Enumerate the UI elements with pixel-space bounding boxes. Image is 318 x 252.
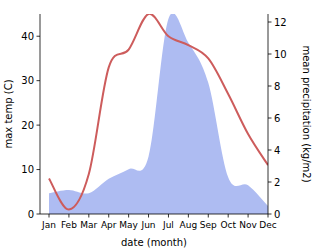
x-tick-label: Apr	[101, 220, 117, 230]
y2-tick-label: 8	[274, 81, 280, 92]
left-axis	[40, 14, 41, 214]
x-tick	[228, 214, 229, 218]
y-tick-label: 30	[21, 75, 34, 86]
y2-tick	[268, 214, 272, 215]
x-tick-label: Mar	[80, 220, 97, 230]
x-tick-label: Sep	[200, 220, 217, 230]
x-tick-label: Nov	[239, 220, 257, 230]
x-tick	[148, 214, 149, 218]
x-tick	[88, 214, 89, 218]
y-axis-label: max temp (C)	[3, 79, 14, 148]
x-axis-label: date (month)	[121, 237, 187, 248]
y-tick	[37, 80, 41, 81]
x-tick	[248, 214, 249, 218]
temp-line	[49, 14, 268, 210]
x-tick	[168, 214, 169, 218]
y2-tick-label: 12	[274, 17, 287, 28]
chart: 0 10 20 30 40 0 2 4 6 8 10 12 Jan FebMar AprMayJun Jul A…	[0, 0, 318, 252]
y-tick-label: 0	[28, 209, 34, 220]
y-tick	[37, 125, 41, 126]
x-tick	[68, 214, 69, 218]
y2-tick	[268, 54, 272, 55]
x-tick	[49, 214, 50, 218]
precip-area	[49, 14, 268, 214]
y2-tick-label: 0	[274, 209, 280, 220]
y-tick	[37, 169, 41, 170]
right-axis	[268, 14, 269, 214]
y2-tick	[268, 182, 272, 183]
y2-tick-label: 2	[274, 177, 280, 188]
x-tick-label: Jul	[162, 220, 174, 230]
x-tick-label: May	[119, 220, 138, 230]
x-tick	[128, 214, 129, 218]
x-tick-label: Dec	[259, 220, 276, 230]
y2-tick	[268, 22, 272, 23]
x-tick	[268, 214, 269, 218]
plot-area	[49, 14, 268, 214]
y-tick-label: 10	[21, 164, 34, 175]
x-tick	[188, 214, 189, 218]
y2-tick	[268, 118, 272, 119]
y2-tick-label: 10	[274, 49, 287, 60]
y2-tick	[268, 150, 272, 151]
y-tick-label: 20	[21, 120, 34, 131]
x-tick-label: Jun	[141, 220, 156, 230]
x-tick-label: Feb	[61, 220, 77, 230]
y2-tick	[268, 86, 272, 87]
x-tick-label: Aug	[180, 220, 198, 230]
y2-tick-label: 4	[274, 145, 280, 156]
y-tick	[37, 36, 41, 37]
x-tick-label: Jan	[41, 220, 56, 230]
x-tick	[108, 214, 109, 218]
y-tick-label: 40	[21, 31, 34, 42]
y2-axis-label: mean precipitation (kg/m2)	[301, 45, 312, 182]
x-tick-label: Oct	[220, 220, 236, 230]
x-tick	[208, 214, 209, 218]
y2-tick-label: 6	[274, 113, 280, 124]
bottom-axis	[40, 214, 268, 215]
y-tick	[37, 214, 41, 215]
